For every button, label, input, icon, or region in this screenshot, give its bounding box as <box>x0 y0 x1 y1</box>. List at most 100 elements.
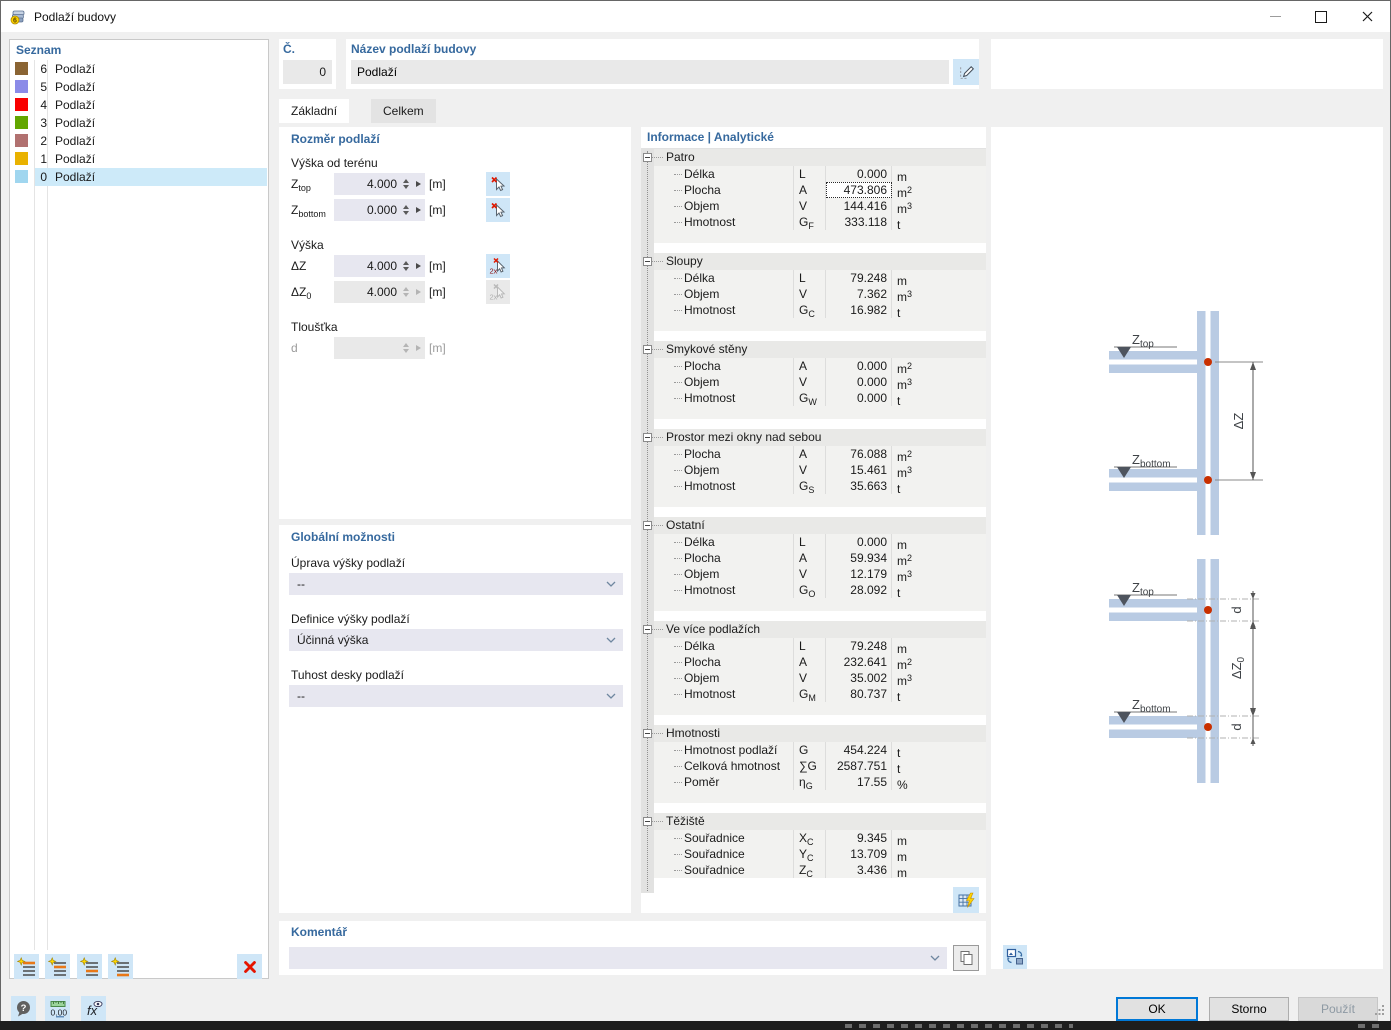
table-row[interactable]: Poměr ηG 17.55% <box>654 774 986 792</box>
list-item-story-3[interactable]: 3 Podlaží <box>11 114 267 132</box>
list-item-story-1[interactable]: 1 Podlaží <box>11 150 267 168</box>
table-row[interactable]: Délka L 79.248 m <box>654 638 986 656</box>
table-row[interactable]: Hmotnost GW 0.000 t <box>654 390 986 408</box>
table-row[interactable]: Hmotnost GO 28.092 t <box>654 582 986 600</box>
rename-button[interactable] <box>953 59 979 85</box>
section-header[interactable]: Sloupy <box>643 253 986 270</box>
maximize-button[interactable] <box>1298 1 1344 32</box>
formula-button[interactable]: fx <box>81 996 106 1021</box>
toggle-diagram-view-button[interactable] <box>1003 945 1027 969</box>
pick-zbottom-in-model-button[interactable] <box>486 198 510 222</box>
row-label: Plocha <box>654 358 794 374</box>
collapse-icon[interactable] <box>643 817 652 826</box>
table-row[interactable]: Plocha A 76.088 m2 <box>654 446 986 464</box>
table-row[interactable]: Délka L 0.000 m <box>654 534 986 552</box>
table-row[interactable]: Délka L 79.248 m <box>654 270 986 288</box>
table-row[interactable]: Délka L 0.000 m <box>654 166 986 184</box>
table-row[interactable]: Objem V 0.000 m3 <box>654 374 986 392</box>
table-row[interactable]: Souřadnice ZC 3.436 m <box>654 862 986 880</box>
table-row[interactable]: Souřadnice XC 9.345 m <box>654 830 986 848</box>
story-color-swatch <box>15 98 28 111</box>
units-settings-button[interactable]: 0.00 <box>45 996 70 1021</box>
slab-stiffness-select[interactable]: -- <box>289 685 623 707</box>
section-header[interactable]: Těžiště <box>643 813 986 830</box>
table-row[interactable]: Hmotnost GF 333.118 t <box>654 214 986 232</box>
new-story-before-button[interactable] <box>45 954 70 979</box>
table-row[interactable]: Objem V 144.416 m3 <box>654 198 986 216</box>
ok-button[interactable]: OK <box>1116 997 1198 1021</box>
resize-grip[interactable] <box>1375 1005 1385 1015</box>
table-row[interactable]: Hmotnost GS 35.663 t <box>654 478 986 496</box>
story-height-definition-select[interactable]: Účinná výška <box>289 629 623 651</box>
table-row[interactable]: Hmotnost GC 16.982 t <box>654 302 986 320</box>
help-button[interactable]: ? <box>11 996 36 1021</box>
pick-ztop-in-model-button[interactable] <box>486 172 510 196</box>
story-number-field: 0 <box>283 60 332 84</box>
section-header[interactable]: Ostatní <box>643 517 986 534</box>
list-item-story-6[interactable]: 6 Podlaží <box>11 60 267 78</box>
zbottom-input[interactable]: 0.000 <box>334 199 425 221</box>
delete-story-button[interactable] <box>237 954 262 979</box>
row-value-selected[interactable]: 473.806 <box>826 182 892 198</box>
copy-comment-button[interactable] <box>953 945 979 971</box>
minimize-button[interactable] <box>1252 1 1298 32</box>
detail-arrow[interactable] <box>411 181 425 187</box>
cursor-pick-icon <box>491 202 506 218</box>
dz-input[interactable]: 4.000 <box>334 255 425 277</box>
section-header[interactable]: Prostor mezi okny nad sebou <box>643 429 986 446</box>
collapse-icon[interactable] <box>643 521 652 530</box>
table-row[interactable]: Objem V 7.362 m3 <box>654 286 986 304</box>
table-row[interactable]: Souřadnice YC 13.709 m <box>654 846 986 864</box>
collapse-icon[interactable] <box>643 729 652 738</box>
collapse-icon[interactable] <box>643 153 652 162</box>
tab-total[interactable]: Celkem <box>371 99 436 123</box>
collapse-icon[interactable] <box>643 433 652 442</box>
detail-arrow[interactable] <box>411 263 425 269</box>
table-row[interactable]: Hmotnost GM 80.737 t <box>654 686 986 704</box>
list-item-story-4[interactable]: 4 Podlaží <box>11 96 267 114</box>
table-row[interactable]: Plocha A 59.934 m2 <box>654 550 986 568</box>
section-header[interactable]: Smykové stěny <box>643 341 986 358</box>
row-value: 0.000 <box>826 358 892 374</box>
list-item-story-2[interactable]: 2 Podlaží <box>11 132 267 150</box>
table-row[interactable]: Plocha A 473.806 m2 <box>654 182 986 200</box>
section-header[interactable]: Ve více podlažích <box>643 621 986 638</box>
table-row[interactable]: Hmotnost podlaží G 454.224 t <box>654 742 986 760</box>
list-item-story-5[interactable]: 5 Podlaží <box>11 78 267 96</box>
table-row[interactable]: Celková hmotnost ∑G 2587.751 t <box>654 758 986 776</box>
tab-basic-data[interactable]: Základní údaje <box>279 99 350 142</box>
new-story-after-button[interactable] <box>77 954 102 979</box>
copy-icon <box>960 951 973 965</box>
table-row[interactable]: Objem V 12.179 m3 <box>654 566 986 584</box>
story-height-adjustment-select[interactable]: -- <box>289 573 623 595</box>
comment-combobox[interactable] <box>289 947 947 969</box>
list-item-story-0[interactable]: 0 Podlaží <box>11 168 267 186</box>
detail-arrow[interactable] <box>411 207 425 213</box>
svg-text:Zbottom: Zbottom <box>1132 452 1171 470</box>
ztop-input[interactable]: 4.000 <box>334 173 425 195</box>
spinner[interactable] <box>400 261 411 271</box>
spinner[interactable] <box>400 205 411 215</box>
table-row[interactable]: Objem V 35.002 m3 <box>654 670 986 688</box>
slab-stiffness-label: Tuhost desky podlaží <box>291 668 404 682</box>
spinner[interactable] <box>400 179 411 189</box>
cancel-button[interactable]: Storno <box>1209 997 1289 1021</box>
new-story-last-button[interactable] <box>108 954 133 979</box>
row-value: 7.362 <box>826 286 892 302</box>
new-story-first-button[interactable] <box>14 954 39 979</box>
collapse-icon[interactable] <box>643 257 652 266</box>
export-to-table-button[interactable] <box>953 887 979 913</box>
table-row[interactable]: Objem V 15.461 m3 <box>654 462 986 480</box>
story-name-input[interactable] <box>351 60 949 84</box>
dz-row: ΔZ 4.000 [m] 2x <box>279 254 631 279</box>
section-header[interactable]: Hmotnosti <box>643 725 986 742</box>
table-row[interactable]: Plocha A 232.641 m2 <box>654 654 986 672</box>
collapse-icon[interactable] <box>643 345 652 354</box>
collapse-icon[interactable] <box>643 625 652 634</box>
close-button[interactable] <box>1344 1 1390 32</box>
pick-dz-2points-button[interactable]: 2x <box>486 254 510 278</box>
section-header[interactable]: Patro <box>643 149 986 166</box>
row-unit: t <box>897 746 901 760</box>
info-section-teziste: Těžiště Souřadnice XC 9.345 m Souřadnice YC 1… <box>643 813 986 880</box>
table-row[interactable]: Plocha A 0.000 m2 <box>654 358 986 376</box>
